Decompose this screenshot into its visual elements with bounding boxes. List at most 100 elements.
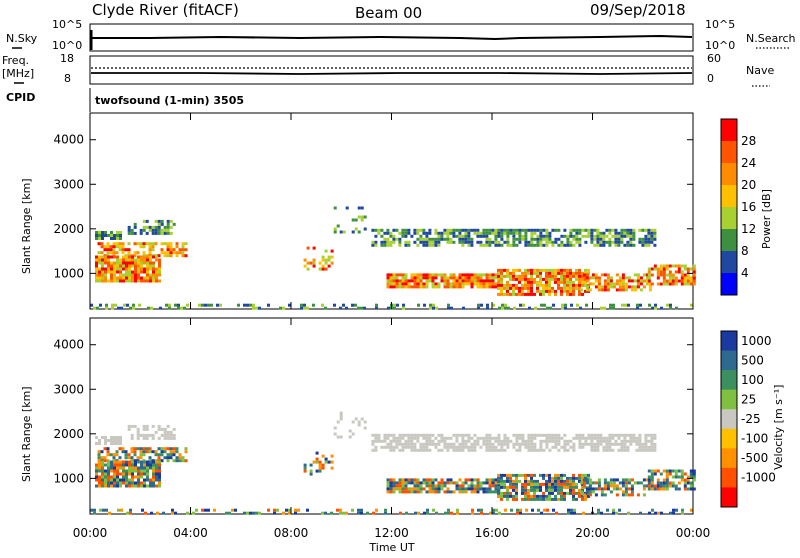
echo-cell [101, 258, 104, 262]
echo-cell [578, 243, 582, 247]
echo-cell [482, 234, 486, 238]
echo-cell [611, 228, 615, 232]
echo-cell [545, 240, 549, 244]
echo-cell [644, 448, 648, 452]
echo-cell [524, 485, 527, 489]
echo-cell [154, 453, 158, 457]
echo-cell [389, 439, 393, 443]
echo-cell [491, 490, 495, 494]
echo-cell [653, 484, 657, 488]
echo-cell [629, 433, 633, 437]
echo-cell [163, 254, 167, 258]
echo-cell [467, 448, 471, 452]
echo-cell [124, 450, 128, 454]
echo-cell [539, 283, 542, 287]
echo-cell [581, 485, 584, 489]
echo-cell [509, 231, 513, 235]
echo-cell [110, 469, 113, 473]
echo-cell [171, 511, 174, 515]
echo-cell [425, 490, 429, 494]
echo-cell [380, 240, 384, 244]
echo-cell [151, 433, 155, 437]
echo-cell [131, 255, 134, 259]
echo-cell [136, 251, 140, 255]
echo-cell [249, 511, 252, 515]
echo-cell [446, 478, 450, 482]
echo-cell [593, 243, 597, 247]
echo-cell [647, 237, 651, 241]
echo-cell [560, 268, 563, 272]
echo-cell [113, 478, 116, 482]
echo-cell [143, 258, 146, 262]
echo-cell [653, 472, 657, 476]
echo-cell [470, 273, 474, 277]
echo-cell [566, 491, 569, 495]
echo-cell [629, 436, 633, 440]
echo-cell [509, 479, 512, 483]
echo-cell [500, 448, 504, 452]
echo-cell [142, 251, 146, 255]
echo-cell [686, 270, 690, 274]
echo-cell [95, 258, 98, 262]
echo-cell [656, 487, 660, 491]
echo-cell [641, 240, 645, 244]
echo-cell [554, 292, 557, 296]
echo-cell [113, 255, 116, 259]
echo-cell [95, 436, 98, 439]
echo-cell [606, 276, 610, 280]
echo-cell [524, 277, 527, 281]
echo-cell [500, 237, 504, 241]
echo-cell [336, 224, 340, 228]
echo-cell [428, 231, 432, 235]
echo-cell [659, 484, 663, 488]
echo-cell [545, 439, 549, 443]
echo-cell [521, 292, 524, 296]
echo-cell [533, 494, 536, 498]
echo-cell [104, 279, 107, 283]
velocity-ylabel: Slant Range [km] [20, 386, 33, 482]
echo-cell [551, 445, 555, 449]
echo-cell [410, 436, 414, 440]
echo-cell [345, 306, 348, 310]
echo-cell [437, 442, 441, 446]
echo-cell [163, 242, 167, 246]
echo-cell [608, 448, 612, 452]
echo-cell [386, 481, 390, 485]
echo-cell [497, 286, 500, 290]
echo-cell [548, 436, 552, 440]
echo-cell [509, 243, 513, 247]
echo-cell [434, 282, 438, 286]
echo-cell [488, 276, 492, 280]
echo-cell [107, 472, 110, 476]
echo-cell [480, 511, 483, 515]
echo-cell [518, 448, 522, 452]
echo-cell [500, 231, 504, 235]
echo-cell [518, 433, 522, 437]
echo-cell [449, 481, 453, 485]
echo-cell [477, 508, 480, 512]
echo-cell [542, 234, 546, 238]
echo-cell [139, 433, 143, 437]
echo-cell [115, 450, 119, 454]
echo-cell [422, 243, 426, 247]
echo-cell [104, 472, 107, 476]
echo-cell [497, 433, 501, 437]
echo-cell [243, 303, 246, 307]
echo-cell [330, 255, 334, 259]
echo-cell [503, 292, 506, 296]
echo-cell [151, 450, 155, 454]
echo-cell [680, 478, 684, 482]
echo-cell [137, 255, 140, 259]
echo-cell [503, 482, 506, 486]
echo-cell [506, 271, 509, 275]
echo-cell [554, 289, 557, 293]
echo-cell [560, 240, 564, 244]
echo-cell [630, 487, 634, 491]
echo-cell [633, 481, 637, 485]
echo-cell [479, 282, 483, 286]
echo-cell [623, 228, 627, 232]
echo-cell [166, 424, 170, 428]
echo-cell [303, 306, 306, 310]
echo-cell [98, 442, 101, 445]
echo-cell [145, 225, 149, 229]
